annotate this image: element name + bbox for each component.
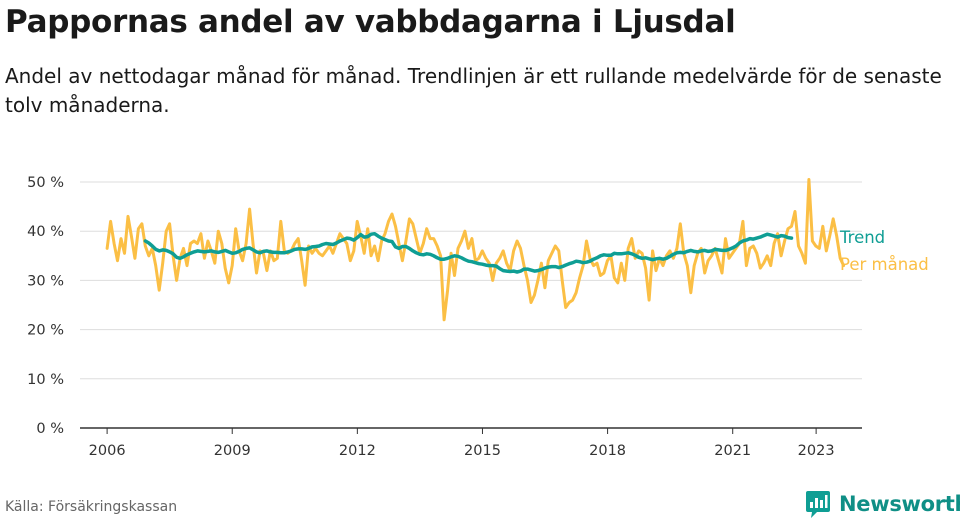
brand-logo: Newsworthy [805, 489, 960, 519]
x-tick-label: 2021 [714, 443, 751, 459]
x-tick-label: 2018 [589, 443, 626, 459]
chart-subtitle: Andel av nettodagar månad för månad. Tre… [5, 64, 942, 117]
y-tick-label: 40 % [27, 224, 64, 240]
x-tick-label: 2006 [89, 443, 126, 459]
chart-title: Pappornas andel av vabbdagarna i Ljusdal [5, 4, 736, 40]
brand-name: Newsworthy [839, 492, 960, 516]
x-tick-label: 2012 [339, 443, 376, 459]
y-tick-label: 10 % [27, 372, 64, 388]
trend-label: Trend [839, 228, 885, 247]
source-note: Källa: Försäkringskassan [5, 499, 178, 515]
series-labels: Per månad Trend [839, 228, 929, 274]
newsworthy-logo-icon [806, 491, 830, 518]
y-tick-label: 20 % [27, 323, 64, 339]
x-tick-label: 2023 [798, 443, 835, 459]
chart-series [105, 178, 846, 322]
y-tick-label: 50 % [27, 175, 64, 191]
y-tick-label: 30 % [27, 273, 64, 289]
x-axis: 2006 2009 2012 2015 2018 2021 2023 [80, 427, 862, 459]
monthly-label: Per månad [840, 255, 929, 274]
gridlines [80, 181, 862, 380]
x-tick-label: 2009 [214, 443, 251, 459]
x-tick-label: 2015 [464, 443, 501, 459]
y-tick-label: 0 % [36, 421, 64, 437]
monthly-line [105, 178, 846, 322]
y-axis-ticks: 0 % 10 % 20 % 30 % 40 % 50 % [27, 175, 64, 437]
trend-line [143, 231, 794, 274]
